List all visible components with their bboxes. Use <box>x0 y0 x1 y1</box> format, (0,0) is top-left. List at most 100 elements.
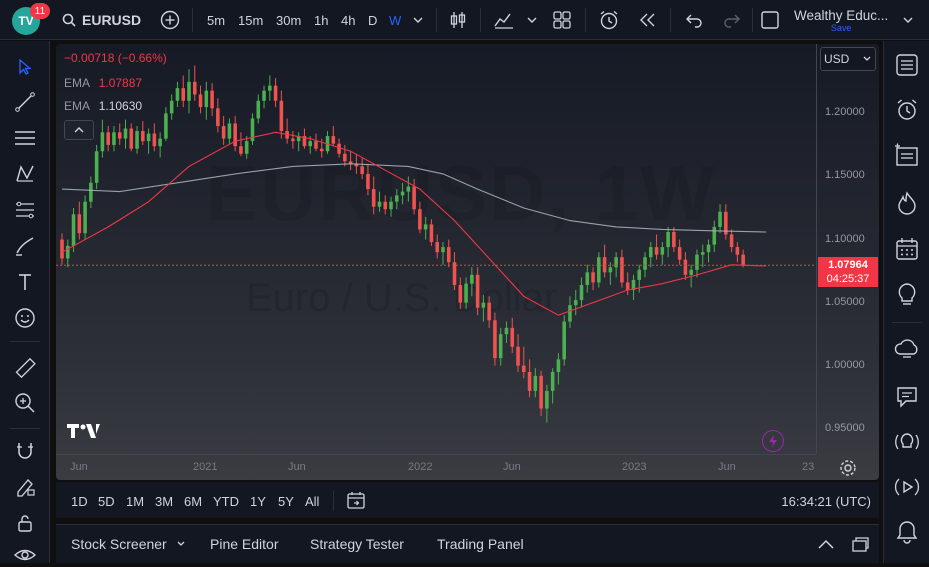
range-all[interactable]: All <box>305 494 320 509</box>
redo-button[interactable] <box>722 0 742 40</box>
tab-strategy-tester[interactable]: Strategy Tester <box>310 536 404 552</box>
price-tick-label: 1.05000 <box>825 295 865 308</box>
eye-icon[interactable] <box>13 543 37 567</box>
price-tick-label: 1.10000 <box>825 232 865 245</box>
streams-icon[interactable] <box>894 429 920 455</box>
price-axis[interactable]: 1.20000 1.15000 1.10000 1.05000 1.00000 0.950… <box>816 44 879 454</box>
hotlists-icon[interactable] <box>894 190 920 216</box>
chart-pane[interactable]: EURUSD, 1W Euro / U.S. Dollar <box>56 44 879 480</box>
chat-icon[interactable] <box>894 384 920 410</box>
time-label-23: 23 <box>802 461 815 473</box>
ema-fast-value: 1.07887 <box>98 76 143 90</box>
emoji-icon[interactable] <box>13 306 37 330</box>
alert-button[interactable] <box>598 0 620 40</box>
range-6m[interactable]: 6M <box>184 494 203 509</box>
save-label[interactable]: Save <box>830 22 852 33</box>
gear-icon <box>840 460 856 476</box>
flash-button[interactable] <box>762 430 784 452</box>
search-icon <box>62 13 76 27</box>
widget-toolbar <box>883 41 929 563</box>
lock-icon[interactable] <box>13 511 37 535</box>
interval-5m[interactable]: 5m <box>207 12 226 28</box>
bar-countdown: 04:25:37 <box>826 273 870 286</box>
text-icon[interactable] <box>13 270 37 294</box>
watchlist-icon[interactable] <box>894 52 920 78</box>
top-toolbar: TV 11 EURUSD 5m 15m 30m 1h 4h D W <box>0 0 929 40</box>
range-5d[interactable]: 5D <box>98 494 115 509</box>
chart-settings-button[interactable] <box>838 458 858 478</box>
interval-1h[interactable]: 1h <box>314 12 329 28</box>
tab-trading-panel[interactable]: Trading Panel <box>437 536 524 552</box>
legend-ema-fast[interactable]: EMA 1.07887 <box>64 76 142 90</box>
range-1d[interactable]: 1D <box>71 494 88 509</box>
grid-icon <box>553 11 571 29</box>
ideas-icon[interactable] <box>894 336 920 362</box>
time-label-jun-2022: Jun <box>503 461 521 473</box>
trend-line-icon[interactable] <box>13 90 37 114</box>
tab-pine-editor[interactable]: Pine Editor <box>210 536 279 552</box>
chart-type-button[interactable] <box>448 0 468 40</box>
ruler-icon[interactable] <box>13 356 37 380</box>
tradingview-logo[interactable] <box>66 422 100 440</box>
alarm-clock-icon[interactable] <box>894 97 920 123</box>
lightbulb-icon[interactable] <box>894 282 920 308</box>
range-1m[interactable]: 1M <box>126 494 145 509</box>
interval-4h[interactable]: 4h <box>341 12 356 28</box>
undo-button[interactable] <box>684 0 704 40</box>
data-window-icon[interactable] <box>894 142 920 168</box>
time-label-2022: 2022 <box>408 461 433 473</box>
legend-ema-slow[interactable]: EMA 1.10630 <box>64 99 142 113</box>
layout-name[interactable]: Wealthy Educ... Save <box>794 0 888 40</box>
legend-collapse-button[interactable] <box>64 120 94 140</box>
range-3m[interactable]: 3M <box>155 494 174 509</box>
lightning-icon <box>769 435 777 447</box>
cursor-icon[interactable] <box>13 55 37 79</box>
chevron-up-icon[interactable] <box>817 538 835 550</box>
currency-selector[interactable]: USD <box>820 47 876 71</box>
price-tick-label: 1.15000 <box>825 169 865 182</box>
notification-badge: 11 <box>30 3 50 19</box>
plus-circle-icon <box>160 10 180 30</box>
symbol-search[interactable]: EURUSD <box>62 0 141 40</box>
time-label-2023: 2023 <box>622 461 647 473</box>
indicators-button[interactable] <box>493 0 515 40</box>
layouts-button[interactable] <box>552 0 572 40</box>
tab-stock-screener[interactable]: Stock Screener <box>71 536 167 552</box>
rewind-icon <box>640 13 655 27</box>
price-tick-label: 1.20000 <box>825 106 865 119</box>
range-ytd[interactable]: YTD <box>213 494 239 509</box>
date-range-bar: 1D 5D 1M 3M 6M YTD 1Y 5Y All 16:34:21 (U… <box>56 482 879 518</box>
compare-button[interactable] <box>160 0 180 40</box>
square-icon <box>761 11 779 29</box>
chevron-down-icon[interactable] <box>176 539 186 549</box>
interval-w[interactable]: W <box>389 12 402 28</box>
pattern-icon[interactable] <box>13 162 37 186</box>
broadcast-icon[interactable] <box>894 474 920 500</box>
replay-button[interactable] <box>637 0 657 40</box>
time-label-jun-2020: Jun <box>70 461 88 473</box>
interval-d[interactable]: D <box>368 12 378 28</box>
magnet-icon[interactable] <box>13 439 37 463</box>
chevron-down-icon <box>863 56 871 61</box>
range-1y[interactable]: 1Y <box>250 494 266 509</box>
maximize-icon[interactable] <box>851 537 869 553</box>
layout-dropdown[interactable] <box>902 0 914 40</box>
drawing-toolbar <box>0 41 50 563</box>
indicators-dropdown[interactable] <box>526 0 538 40</box>
zoom-in-icon[interactable] <box>13 391 37 415</box>
interval-15m[interactable]: 15m <box>238 12 264 28</box>
fib-icon[interactable] <box>13 198 37 222</box>
horizontal-lines-icon[interactable] <box>13 126 37 150</box>
goto-date-button[interactable] <box>346 490 366 513</box>
pencil-lock-icon[interactable] <box>13 475 37 499</box>
interval-30m[interactable]: 30m <box>276 12 302 28</box>
range-5y[interactable]: 5Y <box>278 494 294 509</box>
clock-timezone[interactable]: 16:34:21 (UTC) <box>781 494 871 509</box>
calendar-icon[interactable] <box>894 236 920 262</box>
bell-icon[interactable] <box>894 519 920 545</box>
interval-dropdown[interactable] <box>412 0 424 40</box>
fullscreen-button[interactable] <box>760 0 780 40</box>
brush-icon[interactable] <box>13 234 37 258</box>
time-label-jun-2023: Jun <box>718 461 736 473</box>
time-axis[interactable]: Jun 2021 Jun 2022 Jun 2023 Jun 23 <box>56 454 816 480</box>
